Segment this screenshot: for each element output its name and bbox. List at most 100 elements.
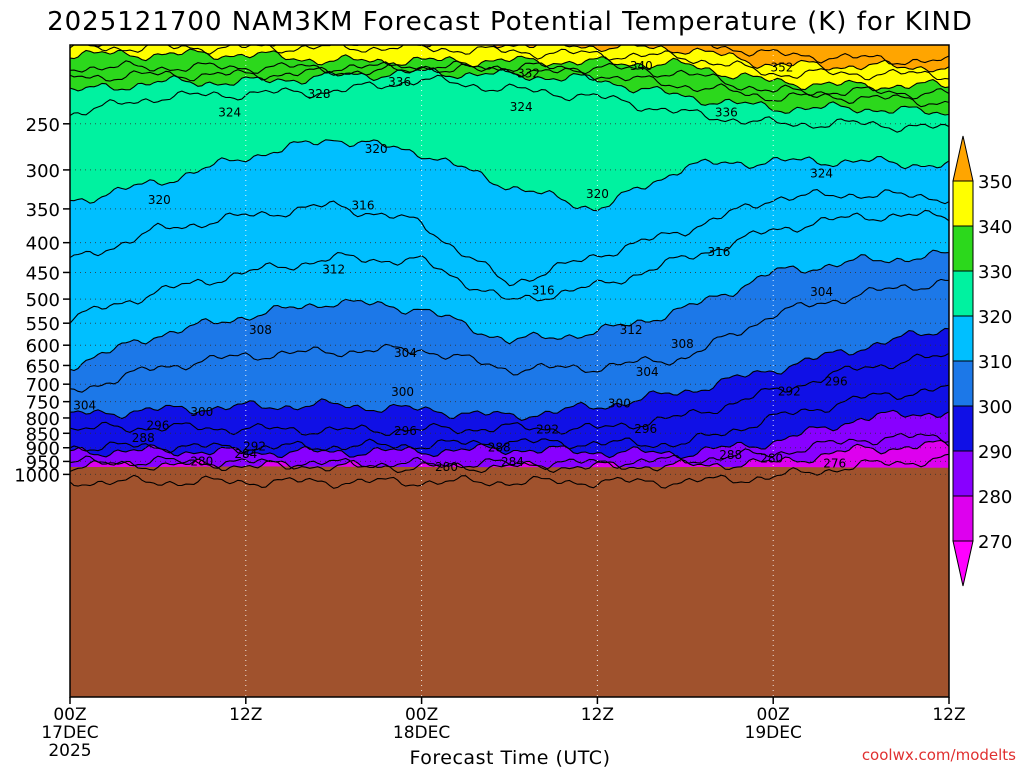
y-tick-label: 800 (26, 409, 60, 430)
contour-label: 352 (771, 60, 794, 74)
colorbar-arrow-low (952, 540, 974, 587)
y-tick-label: 300 (26, 161, 60, 182)
contour-label: 336 (388, 75, 411, 89)
contour-label: 292 (243, 440, 266, 454)
contour-label: 304 (810, 285, 833, 299)
ground-layer (70, 466, 949, 697)
isentrope-296 (70, 352, 949, 436)
isentrope-276 (70, 453, 949, 489)
x-tick-date: 19DEC (745, 723, 802, 743)
contour-label: 316 (352, 198, 375, 212)
contour-label: 308 (671, 337, 694, 351)
isentrope-292 (70, 384, 949, 455)
x-tick-time: 12Z (581, 705, 614, 725)
x-tick-date: 17DEC (41, 723, 98, 743)
isentrope-284 (70, 432, 949, 471)
plot-frame (69, 44, 950, 698)
isentrope-352 (710, 45, 949, 66)
contour-label: 320 (148, 193, 171, 207)
contour-label: 280 (760, 452, 783, 466)
colorbar-label: 280 (978, 487, 1012, 508)
isentrope-308 (70, 249, 949, 372)
colorbar-swatch (952, 270, 974, 317)
colorbar-label: 330 (978, 262, 1012, 283)
isentrope-312 (70, 209, 949, 324)
y-tick-label: 650 (26, 356, 60, 377)
isentrope-340 (70, 48, 949, 92)
contour-label: 288 (488, 441, 511, 455)
colorbar-label: 290 (978, 442, 1012, 463)
y-axis: 2503003504004505005506006507007508008509… (14, 115, 70, 486)
contour-label: 304 (636, 365, 659, 379)
x-tick-date: 18DEC (393, 723, 450, 743)
isentrope-contours (70, 45, 949, 489)
contour-label: 300 (391, 385, 414, 399)
contour-label: 320 (586, 187, 609, 201)
colorbar: 270 280 290 300 310 320 330 340 350 (952, 135, 1012, 587)
x-tick-time: 00Z (405, 705, 438, 725)
contour-label: 312 (620, 323, 643, 337)
colorbar-swatch (952, 180, 974, 227)
contour-label: 296 (825, 374, 848, 388)
x-axis-label: Forecast Time (UTC) (410, 747, 611, 768)
y-tick-label: 850 (26, 424, 60, 445)
y-tick-label: 250 (26, 115, 60, 136)
contour-label: 316 (532, 283, 555, 297)
y-tick-label: 750 (26, 393, 60, 414)
contour-label: 320 (365, 142, 388, 156)
contour-label: 300 (190, 405, 213, 419)
colorbar-label: 270 (978, 532, 1012, 553)
chart-title: 2025121700 NAM3KM Forecast Potential Tem… (47, 7, 973, 37)
y-tick-label: 1000 (14, 465, 60, 486)
isentrope-332 (70, 62, 949, 108)
colorbar-swatch (952, 225, 974, 272)
isentrope-316 (70, 189, 949, 287)
colorbar-label: 300 (978, 397, 1012, 418)
colorbar-swatch (952, 405, 974, 452)
y-tick-label: 500 (26, 290, 60, 311)
contour-label: 308 (249, 323, 272, 337)
x-tick-time: 12Z (229, 705, 262, 725)
colorbar-label: 320 (978, 307, 1012, 328)
contour-label: 324 (810, 166, 833, 180)
contour-label: 328 (308, 87, 331, 101)
x-tick-time: 00Z (53, 705, 86, 725)
contour-label: 336 (715, 105, 738, 119)
contour-label: 304 (394, 346, 417, 360)
colorbar-arrow-high (952, 135, 974, 182)
isentrope-300 (70, 327, 949, 421)
contour-label: 292 (536, 422, 559, 436)
contour-label: 316 (708, 245, 731, 259)
x-tick-time: 00Z (757, 705, 790, 725)
contour-label: 296 (634, 422, 657, 436)
contour-label: 312 (322, 263, 345, 277)
contour-label: 296 (146, 418, 169, 432)
y-tick-label: 350 (26, 200, 60, 221)
ground-fill (70, 466, 949, 697)
contour-label: 296 (394, 424, 417, 438)
contour-label: 284 (234, 447, 257, 461)
isentrope-288 (70, 409, 949, 460)
isentrope-336 (70, 60, 949, 100)
y-tick-label: 550 (26, 314, 60, 335)
y-tick-label: 900 (26, 439, 60, 460)
contour-label: 324 (218, 105, 241, 119)
y-tick-label: 700 (26, 375, 60, 396)
x-tick-year: 2025 (48, 741, 91, 761)
isentrope-324 (70, 74, 949, 133)
contour-label: 288 (719, 448, 742, 462)
colorbar-swatch (952, 315, 974, 362)
isentrope-344 (70, 45, 949, 81)
y-tick-label: 400 (26, 234, 60, 255)
isentrope-304 (70, 278, 949, 393)
contour-label: 288 (132, 431, 155, 445)
contour-label: 284 (501, 455, 524, 469)
contour-label: 280 (190, 454, 213, 468)
contour-label: 280 (435, 460, 458, 474)
colorbar-swatch (952, 450, 974, 497)
contour-label: 304 (73, 398, 96, 412)
colorbar-label: 350 (978, 172, 1012, 193)
colorbar-swatch (952, 495, 974, 542)
